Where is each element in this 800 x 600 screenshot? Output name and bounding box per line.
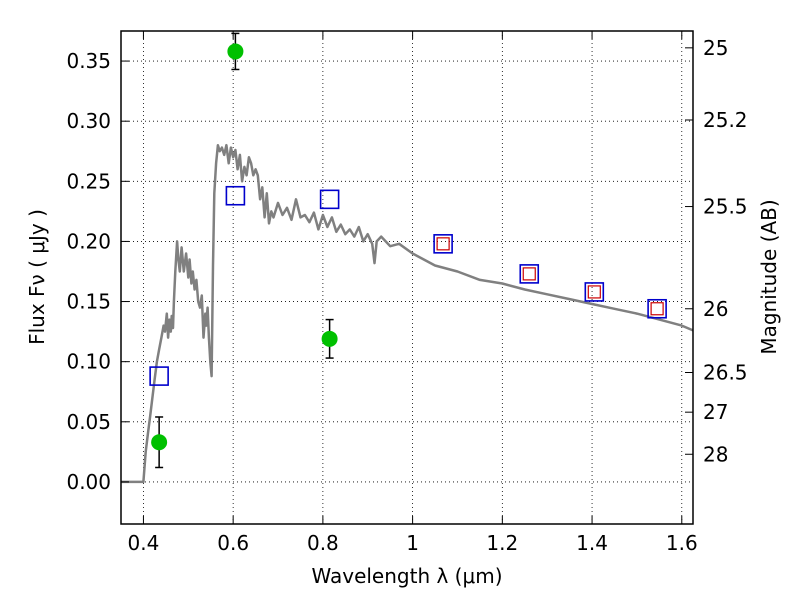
y-tick-label: 0.20 (66, 229, 111, 253)
right-tick-label: 25.2 (703, 108, 748, 132)
right-tick-label: 27 (703, 400, 728, 424)
y-tick-label: 0.10 (66, 350, 111, 374)
x-tick-label: 0.4 (128, 531, 160, 555)
y-tick-label: 0.35 (66, 49, 111, 73)
x-tick-label: 1 (406, 531, 419, 555)
synthetic-photometry-marker (319, 189, 340, 210)
y-tick-label: 0.15 (66, 290, 111, 314)
model-photometry-marker (587, 285, 601, 299)
x-axis-label: Wavelength λ (μm) (311, 564, 502, 588)
y-axis-label: Flux Fν ( μJy ) (25, 209, 49, 345)
synthetic-photometry-marker (149, 366, 169, 386)
plot-frame (120, 30, 694, 525)
x-tick-label: 1.2 (486, 531, 518, 555)
right-tick-label: 26.5 (703, 360, 748, 384)
synthetic-photometry-marker (225, 185, 246, 206)
y-tick-label: 0.25 (66, 169, 111, 193)
right-tick-label: 25 (703, 36, 728, 60)
synthetic-photometry-marker (584, 282, 605, 302)
plot-frame-bg (121, 31, 693, 524)
x-tick-label: 0.8 (307, 531, 339, 555)
synthetic-photometry-marker (433, 234, 453, 254)
right-tick-label: 25.5 (703, 195, 748, 219)
model-photometry-marker (650, 302, 664, 316)
series-layer (121, 32, 694, 484)
y-tick-label: 0.00 (66, 470, 111, 494)
ticks: 0.4 0.6 0.8 1 1.2 1.4 1.6 0.00 0.05 0.10 0.15 0.20 0… (66, 31, 748, 555)
y-tick-label: 0.30 (66, 109, 111, 133)
model-sed-line (121, 143, 694, 484)
synthetic-photometry-marker (647, 298, 667, 319)
right-tick-label: 26 (703, 297, 728, 321)
observed-flux-point (151, 434, 168, 451)
y-axis-right-label: Magnitude (AB) (757, 199, 781, 354)
x-tick-label: 0.6 (217, 531, 249, 555)
synthetic-photometry-marker (519, 264, 540, 284)
right-tick-label: 28 (703, 442, 728, 466)
x-tick-label: 1.4 (576, 531, 608, 555)
x-tick-label: 1.6 (666, 531, 698, 555)
y-tick-label: 0.05 (66, 410, 111, 434)
model-photometry-marker (436, 237, 450, 251)
model-photometry-marker (522, 267, 536, 281)
observed-flux-point (321, 330, 338, 347)
observed-flux-point (227, 43, 244, 60)
